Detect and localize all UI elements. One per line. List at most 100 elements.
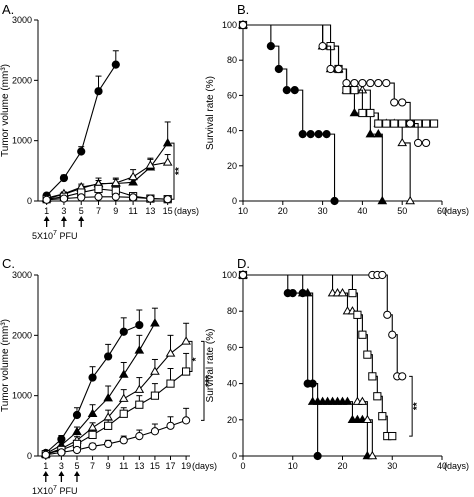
x-tick-label: 1 bbox=[43, 461, 48, 471]
y-tick-label: 1000 bbox=[12, 136, 32, 146]
panel-label: B. bbox=[237, 2, 249, 17]
open-square-marker bbox=[166, 379, 175, 388]
y-axis-title: Survival rate (%) bbox=[205, 329, 216, 403]
open-circle-marker bbox=[111, 192, 120, 201]
dose-exponent: 7 bbox=[53, 230, 57, 237]
series-filled-circle bbox=[238, 270, 322, 461]
y-tick-label: 40 bbox=[227, 379, 237, 389]
open-circle-marker bbox=[366, 78, 375, 88]
open-circle-marker bbox=[406, 119, 415, 128]
filled-triangle-marker bbox=[134, 345, 145, 354]
x-tick-label: 50 bbox=[397, 206, 407, 216]
significance-label: ** bbox=[412, 402, 423, 410]
significance-label: ** bbox=[174, 167, 185, 175]
open-triangle-marker bbox=[162, 157, 173, 166]
filled-triangle-marker bbox=[103, 392, 113, 402]
open-circle-marker bbox=[72, 445, 82, 455]
significance-bracket bbox=[409, 375, 413, 437]
open-circle-marker bbox=[42, 195, 51, 204]
filled-triangle-marker bbox=[162, 137, 173, 147]
open-square-marker bbox=[350, 86, 359, 95]
x-tick-label: 11 bbox=[128, 206, 137, 216]
filled-triangle-marker bbox=[128, 177, 138, 186]
y-axis-title: Tumor volume (mm³) bbox=[0, 64, 11, 157]
x-axis-unit-label: (days) bbox=[444, 206, 469, 216]
y-tick-label: 0 bbox=[232, 451, 237, 461]
panel-label: A. bbox=[2, 2, 14, 17]
dose-arrowhead bbox=[60, 216, 67, 221]
open-circle-marker bbox=[358, 78, 367, 88]
x-tick-label: 15 bbox=[150, 461, 160, 471]
y-tick-label: 1000 bbox=[12, 391, 32, 401]
open-circle-marker bbox=[59, 194, 69, 203]
filled-triangle-marker bbox=[342, 396, 353, 405]
series-line bbox=[46, 64, 117, 196]
dose-label: 5X107 PFU bbox=[32, 230, 77, 241]
open-circle-marker bbox=[77, 193, 86, 202]
y-tick-label: 80 bbox=[227, 306, 237, 316]
survival-step-line bbox=[243, 24, 435, 125]
panel-label: D. bbox=[237, 256, 250, 271]
dose-arrowhead bbox=[42, 471, 49, 476]
series-open-circle bbox=[41, 407, 191, 459]
significance-label-outer: *** bbox=[204, 375, 215, 387]
open-triangle-marker bbox=[397, 137, 408, 147]
open-triangle-marker bbox=[357, 396, 368, 405]
open-square-marker bbox=[382, 119, 391, 128]
open-square-marker bbox=[135, 400, 144, 409]
series-line bbox=[45, 371, 187, 455]
open-square-marker bbox=[94, 184, 103, 194]
x-tick-label: 15 bbox=[163, 206, 173, 216]
filled-triangle-marker bbox=[377, 195, 388, 205]
open-triangle-marker bbox=[118, 393, 129, 402]
open-circle-marker bbox=[414, 138, 423, 148]
series-line bbox=[45, 340, 187, 455]
y-tick-label: 40 bbox=[227, 126, 237, 136]
open-square-marker bbox=[119, 409, 128, 418]
filled-circle-marker bbox=[306, 130, 315, 139]
survival-step-line bbox=[243, 24, 411, 201]
significance-bracket bbox=[171, 142, 175, 200]
filled-triangle-marker bbox=[150, 318, 160, 327]
x-axis-unit-label: (days) bbox=[192, 461, 217, 471]
filled-triangle-marker bbox=[373, 129, 384, 138]
x-tick-label: 40 bbox=[437, 461, 447, 471]
open-circle-marker bbox=[150, 427, 160, 436]
open-circle-marker bbox=[388, 330, 397, 339]
y-tick-label: 0 bbox=[27, 451, 32, 461]
open-circle-marker bbox=[166, 421, 175, 430]
open-circle-marker bbox=[350, 78, 359, 88]
y-axis-title: Tumor volume (mm³) bbox=[0, 319, 11, 412]
open-circle-marker bbox=[390, 98, 399, 107]
x-tick-label: 7 bbox=[96, 206, 101, 216]
open-triangle-marker bbox=[405, 195, 415, 205]
filled-circle-marker bbox=[135, 320, 144, 330]
series-open-circle bbox=[42, 192, 172, 204]
open-square-marker bbox=[421, 119, 431, 128]
significance-bracket-outer bbox=[201, 340, 205, 421]
filled-circle-marker bbox=[288, 289, 297, 298]
x-tick-label: 7 bbox=[90, 461, 95, 471]
x-axis-unit-label: (days) bbox=[174, 206, 199, 216]
filled-triangle-marker bbox=[118, 369, 129, 378]
x-tick-label: 11 bbox=[119, 461, 128, 471]
x-tick-label: 13 bbox=[145, 206, 155, 216]
y-tick-label: 80 bbox=[227, 55, 237, 65]
open-square-marker bbox=[388, 431, 397, 441]
open-triangle-marker bbox=[165, 348, 176, 357]
filled-circle-marker bbox=[290, 86, 299, 95]
open-circle-marker bbox=[238, 270, 248, 280]
filled-circle-marker bbox=[314, 130, 323, 139]
filled-circle-marker bbox=[322, 130, 331, 139]
dose-arrowhead bbox=[73, 471, 80, 476]
x-tick-label: 9 bbox=[113, 206, 118, 216]
open-triangle-marker bbox=[128, 171, 138, 181]
open-square-marker bbox=[182, 367, 191, 376]
dose-arrowhead bbox=[43, 216, 50, 221]
open-square-marker bbox=[342, 86, 351, 95]
y-tick-label: 60 bbox=[227, 342, 237, 352]
panel-label: C. bbox=[2, 256, 15, 271]
open-square-marker bbox=[398, 119, 407, 128]
x-tick-label: 40 bbox=[357, 206, 367, 216]
